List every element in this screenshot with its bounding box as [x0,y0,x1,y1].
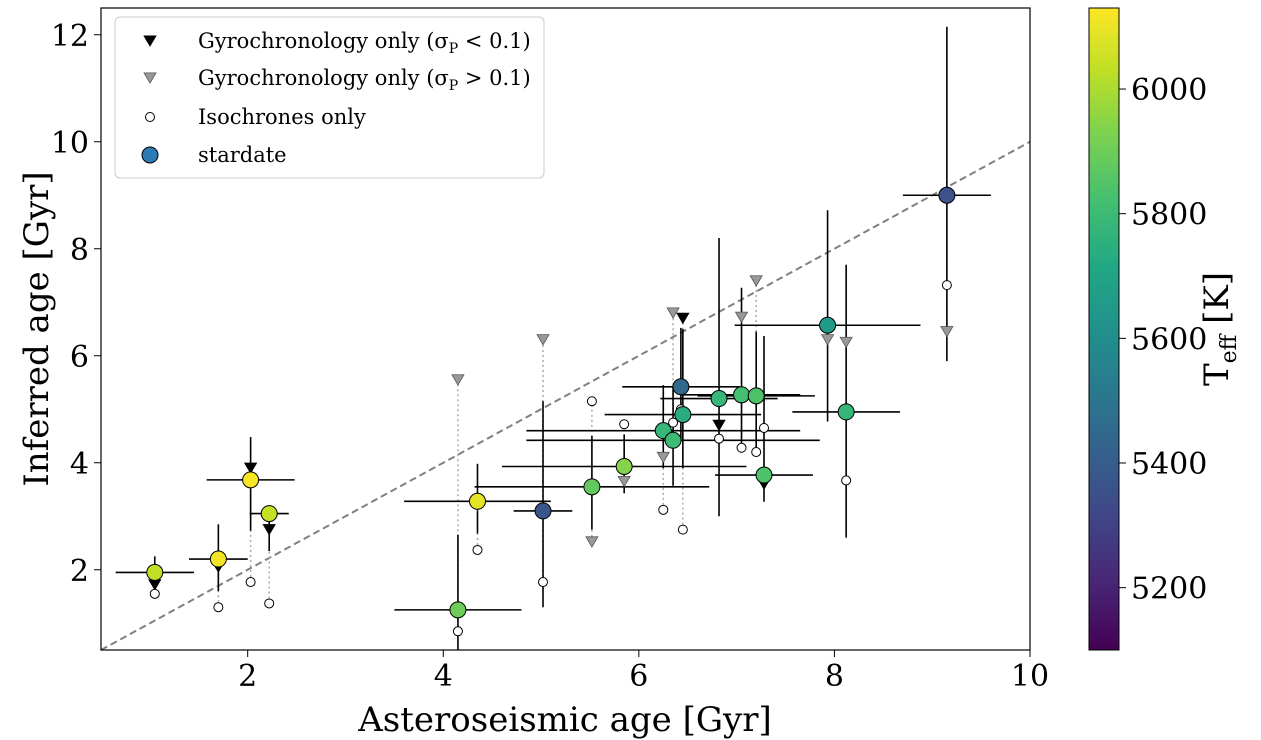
y-tick-label: 12 [51,19,89,54]
x-tick-label: 6 [629,659,648,694]
colorbar-tick-label: 5600 [1131,322,1207,357]
isochrone-point [538,577,549,588]
y-tick-label: 4 [70,447,89,482]
gyro-precise-point [262,524,276,536]
colorbar-gradient [1088,7,1120,651]
isochrone-point [714,433,725,444]
gyro-imprecise-point [749,275,763,287]
x-tick-label: 8 [825,659,844,694]
isochrone-point [759,422,770,433]
y-axis-label: Inferred age [Gyr] [17,171,57,486]
colorbar-tick-label: 5800 [1131,198,1207,233]
stardate-point [615,457,633,475]
legend-label-3: stardate [198,143,287,167]
stardate-point [242,471,260,489]
y-tick-label: 2 [70,554,89,589]
isochrone-point [658,504,669,515]
isochrone-point [452,626,463,637]
gyro-imprecise-point [585,536,599,548]
stardate-point [260,505,278,523]
stardate-point [146,563,164,581]
stardate-point [534,502,552,520]
isochrone-point [149,588,160,599]
stardate-point [755,466,773,484]
stardate-point [938,186,956,204]
stardate-point [583,478,601,496]
x-tick-label: 4 [434,659,453,694]
legend-box [114,16,545,179]
isochrone-point [264,598,275,609]
y-tick-label: 6 [70,340,89,375]
isochrone-point [677,524,688,535]
gyro-imprecise-point [656,451,670,464]
gyro-precise-point [243,462,258,474]
stardate-point [209,550,227,568]
legend-label-2: Isochrones only [198,105,366,129]
isochrone-point [736,442,747,453]
stardate-point [672,378,690,396]
legend: Gyrochronology only (σP < 0.1) Gyrochrono… [114,16,545,179]
isochrone-point [941,280,952,291]
isochrone-point [245,577,256,588]
legend-marker-1 [143,72,157,84]
gyro-imprecise-point [617,475,631,488]
isochrone-point [586,396,597,407]
colorbar-tick-label: 5200 [1131,572,1207,607]
y-tick-label: 10 [51,126,89,161]
gyro-precise-point [712,419,726,432]
isochrone-point [472,544,483,555]
gyro-precise-point [148,579,162,591]
x-tick-label: 10 [1011,659,1049,694]
stardate-point [449,601,467,619]
colorbar-tick-label: 6000 [1131,73,1207,108]
gyro-imprecise-point [940,326,954,338]
legend-label-1: Gyrochronology only (σP > 0.1) [198,66,531,94]
stardate-point [674,406,692,424]
colorbar: 5200 5400 5600 5800 6000 Teff [K] [1088,7,1242,651]
gyro-imprecise-point [451,374,465,386]
legend-marker-2 [145,112,155,122]
stardate-point [819,316,837,334]
plot-area: 2 4 6 8 10 2 4 6 8 10 12 [51,7,1049,694]
colorbar-tick-label: 5400 [1131,447,1207,482]
isochrone-point [619,419,630,430]
stardate-point [664,431,682,449]
gyro-imprecise-point [820,334,835,346]
x-tick-label: 2 [238,659,257,694]
gyro-imprecise-point [666,307,680,319]
legend-marker-0 [143,35,157,47]
gyro-imprecise-point [839,336,853,349]
stardate-point [710,390,728,408]
colorbar-label: Teff [K] [1197,272,1242,386]
one-to-one-line [101,140,1030,650]
y-tick-label: 8 [70,233,89,268]
legend-label-0: Gyrochronology only (σP < 0.1) [198,29,531,57]
stardate-point [468,492,486,510]
stardate-point [747,387,765,405]
isochrone-point [668,417,679,428]
stardate-point [733,386,751,404]
stardate-point [837,403,855,421]
plot-frame [100,7,1031,651]
isochrone-point [841,475,852,486]
isochrone-point [213,602,224,613]
isochrone-point [751,447,762,458]
gyro-precise-point [676,312,690,325]
gyro-imprecise-point [734,311,749,324]
legend-marker-3 [141,146,159,164]
gyro-imprecise-point [536,334,550,346]
x-axis-label: Asteroseismic age [Gyr] [357,700,771,740]
